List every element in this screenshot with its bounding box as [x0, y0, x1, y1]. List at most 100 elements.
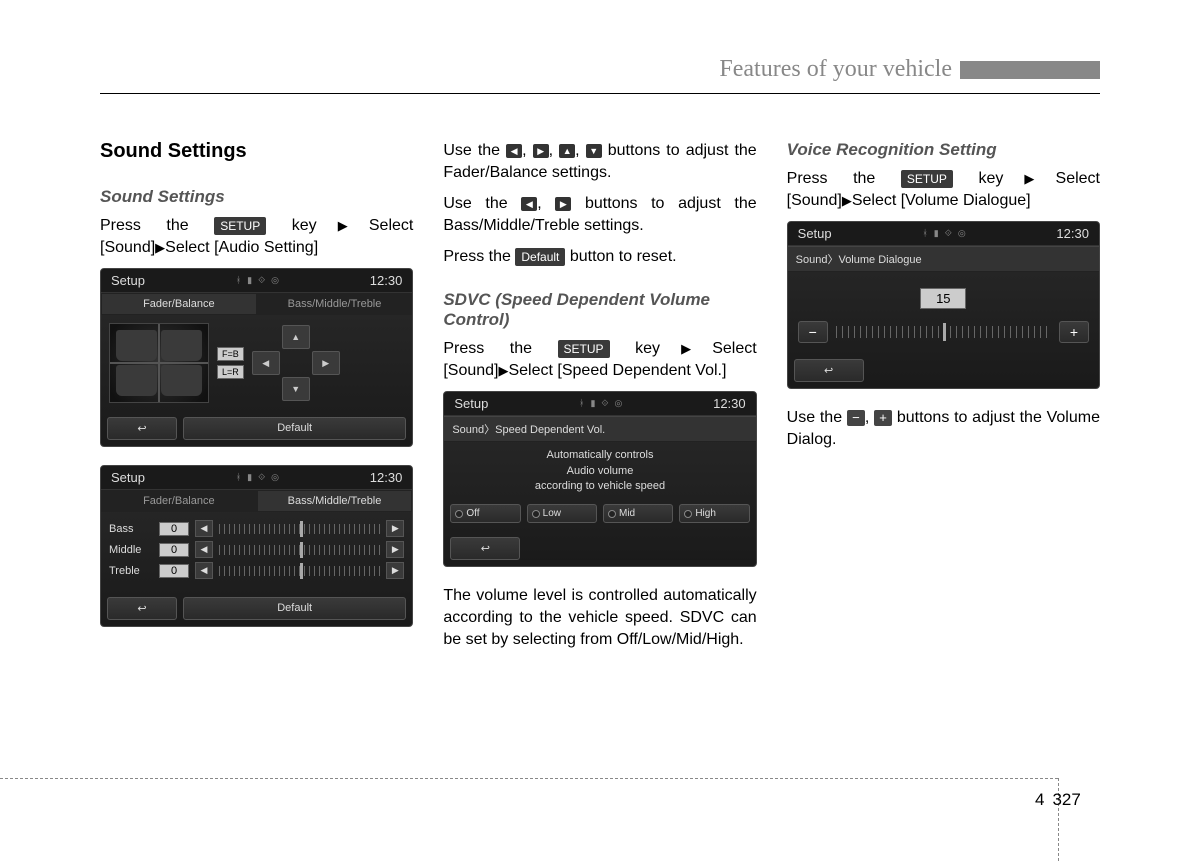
minus-icon: − — [847, 410, 865, 426]
text: according to vehicle speed — [444, 479, 755, 494]
instruction-sdvc: Press the SETUP key▶Select [Sound]▶Selec… — [443, 338, 756, 381]
sdvc-screenshot: Setup ᚼ▮⟐◎ 12:30 Sound〉Speed Dependent V… — [443, 391, 756, 567]
status-icons: ᚼ▮⟐◎ — [579, 398, 622, 409]
default-button[interactable]: Default — [183, 417, 406, 440]
dpad-left-button[interactable]: ◀ — [252, 351, 280, 375]
text: Press the — [443, 340, 557, 357]
dpad-up-button[interactable]: ▲ — [282, 325, 310, 349]
text: Press the — [787, 170, 901, 187]
breadcrumb: Sound〉Speed Dependent Vol. — [444, 416, 755, 442]
sdvc-option-high[interactable]: High — [679, 504, 749, 523]
tab-fader-balance[interactable]: Fader/Balance — [101, 293, 257, 315]
back-button[interactable]: ↩ — [107, 417, 177, 440]
volume-minus-button[interactable]: − — [798, 321, 828, 343]
breadcrumb: Sound〉Volume Dialogue — [788, 246, 1099, 272]
eq-value: 0 — [159, 522, 189, 536]
dpad-right-button[interactable]: ▶ — [312, 351, 340, 375]
screenshot-footer: ↩ Default — [101, 591, 412, 626]
column-1: Sound Settings Sound Settings Press the … — [100, 140, 413, 660]
text: key — [292, 217, 317, 234]
screenshot-tabs: Fader/Balance Bass/Middle/Treble — [101, 490, 412, 512]
right-arrow-icon: ▶ — [555, 197, 571, 211]
triangle-right-icon: ▶ — [1003, 171, 1055, 186]
bluetooth-icon: ᚼ — [236, 472, 241, 483]
eq-label: Treble — [109, 565, 153, 577]
eq-decrease-button[interactable]: ◀ — [195, 562, 213, 579]
instruction-volume-buttons: Use the −, + buttons to adjust the Volum… — [787, 407, 1100, 450]
eq-label: Middle — [109, 544, 153, 556]
tab-bass-middle-treble[interactable]: Bass/Middle/Treble — [257, 293, 413, 315]
plus-icon: + — [874, 410, 892, 426]
back-button[interactable]: ↩ — [450, 537, 520, 560]
default-button[interactable]: Default — [183, 597, 406, 620]
header-title: Features of your vehicle — [719, 56, 956, 83]
setup-key-label: SETUP — [558, 340, 610, 358]
eq-value: 0 — [159, 564, 189, 578]
seat-icon — [116, 365, 157, 396]
volume-dialogue-screenshot: Setup ᚼ▮⟐◎ 12:30 Sound〉Volume Dialogue 1… — [787, 221, 1100, 389]
header-bar — [960, 61, 1100, 79]
triangle-right-icon: ▶ — [660, 341, 712, 356]
tab-bass-middle-treble[interactable]: Bass/Middle/Treble — [257, 490, 413, 512]
back-button[interactable]: ↩ — [794, 359, 864, 382]
eq-slider[interactable] — [219, 545, 380, 555]
volume-body: 15 − + — [788, 272, 1099, 353]
usb-icon: ⟐ — [601, 398, 608, 409]
option-label: Mid — [619, 508, 635, 519]
usb-icon: ⟐ — [258, 472, 265, 483]
triangle-right-icon: ▶ — [317, 218, 369, 233]
signal-icon: ▮ — [934, 228, 939, 239]
dpad-down-button[interactable]: ▼ — [282, 377, 310, 401]
eq-decrease-button[interactable]: ◀ — [195, 520, 213, 537]
screenshot-footer: ↩ — [788, 353, 1099, 388]
status-icons: ᚼ▮⟐◎ — [922, 228, 965, 239]
eq-increase-button[interactable]: ▶ — [386, 541, 404, 558]
screenshot-title: Setup — [798, 226, 832, 241]
fader-grid[interactable] — [109, 323, 209, 403]
sdvc-option-off[interactable]: Off — [450, 504, 520, 523]
bluetooth-icon: ᚼ — [579, 398, 584, 409]
sdvc-option-low[interactable]: Low — [527, 504, 597, 523]
back-button[interactable]: ↩ — [107, 597, 177, 620]
eq-increase-button[interactable]: ▶ — [386, 562, 404, 579]
sdvc-option-mid[interactable]: Mid — [603, 504, 673, 523]
disc-icon: ◎ — [271, 275, 279, 286]
eq-increase-button[interactable]: ▶ — [386, 520, 404, 537]
crop-mark-horizontal — [0, 778, 1058, 779]
eq-label: Bass — [109, 523, 153, 535]
text: Use the — [443, 142, 506, 159]
lr-value: L=R — [217, 365, 244, 379]
volume-value: 15 — [920, 288, 966, 309]
main-heading: Sound Settings — [100, 140, 413, 163]
clock: 12:30 — [370, 470, 403, 485]
setup-key-label: SETUP — [214, 217, 266, 235]
page-header: Features of your vehicle — [100, 56, 1100, 83]
usb-icon: ⟐ — [258, 275, 265, 286]
instruction-fader-arrows: Use the ◀, ▶, ▲, ▼ buttons to adjust the… — [443, 140, 756, 183]
radio-icon — [608, 510, 616, 518]
volume-slider[interactable] — [836, 326, 1051, 338]
eq-decrease-button[interactable]: ◀ — [195, 541, 213, 558]
eq-slider[interactable] — [219, 524, 380, 534]
volume-plus-button[interactable]: + — [1059, 321, 1089, 343]
text: Select [Volume Dialogue] — [852, 192, 1031, 209]
triangle-right-icon: ▶ — [498, 363, 508, 378]
seat-icon — [161, 330, 202, 361]
tab-fader-balance[interactable]: Fader/Balance — [101, 490, 257, 512]
screenshot-footer: ↩ — [444, 531, 755, 566]
eq-slider[interactable] — [219, 566, 380, 576]
seat-icon — [161, 365, 202, 396]
up-arrow-icon: ▲ — [559, 144, 575, 158]
default-button-label: Default — [515, 248, 565, 266]
screenshot-footer: ↩ Default — [101, 411, 412, 446]
eq-row-middle: Middle 0 ◀ ▶ — [109, 541, 404, 558]
option-label: Off — [466, 508, 479, 519]
screenshot-titlebar: Setup ᚼ▮⟐◎ 12:30 — [101, 269, 412, 293]
dpad: ▲ ◀ ▶ ▼ — [252, 325, 340, 401]
eq-row-treble: Treble 0 ◀ ▶ — [109, 562, 404, 579]
chapter-number: 4 — [1035, 790, 1044, 810]
disc-icon: ◎ — [271, 472, 279, 483]
triangle-right-icon: ▶ — [155, 240, 165, 255]
screenshot-titlebar: Setup ᚼ▮⟐◎ 12:30 — [101, 466, 412, 490]
text: Press the — [443, 248, 515, 265]
